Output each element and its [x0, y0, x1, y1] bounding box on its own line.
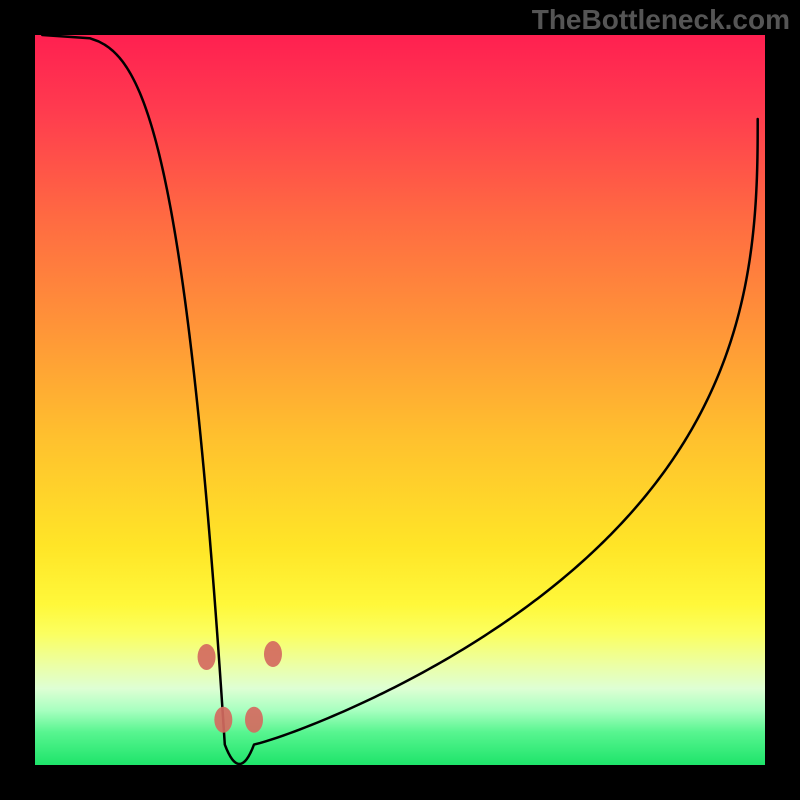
plot-area	[35, 35, 765, 765]
watermark-text: TheBottleneck.com	[532, 4, 790, 36]
chart-svg	[0, 0, 800, 800]
curve-marker-3	[264, 641, 282, 667]
chart-canvas: TheBottleneck.com	[0, 0, 800, 800]
curve-marker-0	[198, 644, 216, 670]
curve-marker-2	[245, 707, 263, 733]
curve-marker-1	[214, 707, 232, 733]
